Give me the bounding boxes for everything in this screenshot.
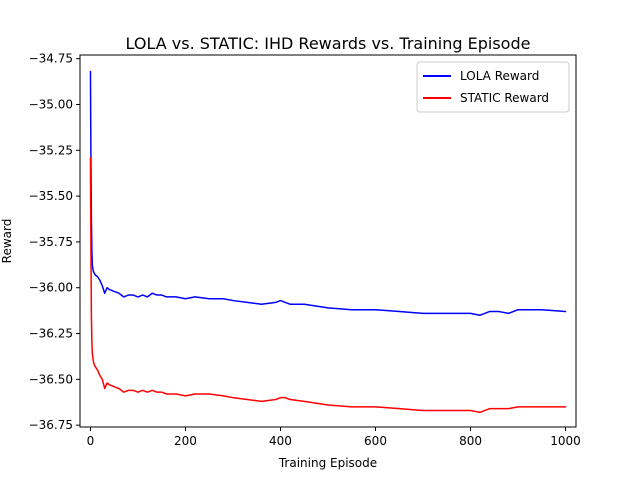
y-tick-label: −36.25 <box>29 327 73 341</box>
x-tick-label: 400 <box>269 434 292 448</box>
y-axis-title: Reward <box>0 219 14 264</box>
y-tick-label: −35.00 <box>29 97 73 111</box>
series-line-static <box>89 156 567 414</box>
y-tick-label: −36.50 <box>29 372 73 386</box>
legend-label-lola: LOLA Reward <box>460 69 539 83</box>
legend-box <box>416 61 570 113</box>
y-tick-label: −35.25 <box>29 143 73 157</box>
y-tick-label: −36.00 <box>29 281 73 295</box>
axes-frame <box>79 54 577 428</box>
plot-area <box>79 54 577 428</box>
x-tick-label: 1000 <box>550 434 581 448</box>
legend-label-static: STATIC Reward <box>460 91 549 105</box>
y-tick-label: −35.50 <box>29 189 73 203</box>
series-line-lola <box>89 70 567 316</box>
x-tick-label: 0 <box>87 434 95 448</box>
x-axis-title: Training Episode <box>278 456 377 470</box>
chart-title: LOLA vs. STATIC: IHD Rewards vs. Trainin… <box>126 34 531 53</box>
x-tick-label: 600 <box>364 434 387 448</box>
y-tick-label: −34.75 <box>29 52 73 66</box>
legend: LOLA Reward STATIC Reward <box>416 61 570 113</box>
y-axis: −34.75 −35.00 −35.25 −35.50 −35.75 −36.00 −36.… <box>29 52 80 432</box>
x-tick-label: 200 <box>174 434 197 448</box>
y-tick-label: −35.75 <box>29 235 73 249</box>
y-tick-label: −36.75 <box>29 418 73 432</box>
x-tick-label: 800 <box>459 434 482 448</box>
x-axis: 0 200 400 600 800 1000 <box>87 427 581 448</box>
